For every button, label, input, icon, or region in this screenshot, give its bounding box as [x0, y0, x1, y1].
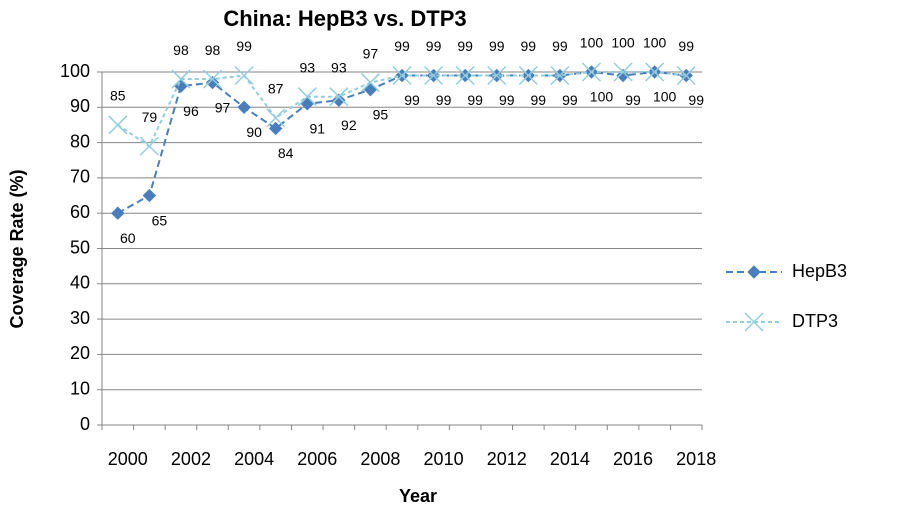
marker [455, 65, 475, 86]
x-tick-label: 2006 [297, 449, 337, 469]
y-tick-label: 50 [70, 237, 90, 257]
marker [332, 93, 346, 107]
data-label: 99 [404, 92, 420, 108]
marker [237, 100, 251, 115]
marker [518, 65, 538, 86]
legend-marker [747, 265, 761, 279]
marker [202, 69, 223, 89]
marker [111, 206, 125, 220]
marker [613, 62, 633, 82]
data-label: 79 [142, 109, 158, 125]
data-label: 100 [653, 89, 677, 105]
data-label: 95 [373, 106, 389, 122]
data-label: 99 [436, 92, 452, 108]
data-label: 99 [467, 92, 483, 108]
data-label: 85 [110, 88, 126, 104]
x-tick-label: 2004 [234, 449, 274, 469]
legend-label: HepB3 [792, 261, 847, 281]
data-label: 100 [590, 89, 614, 105]
data-label: 98 [205, 42, 221, 58]
marker [205, 75, 220, 90]
data-label: 90 [246, 124, 262, 140]
data-label: 99 [688, 92, 704, 108]
data-label: 99 [531, 92, 547, 108]
x-tick-label: 2002 [171, 449, 211, 469]
y-tick-label: 0 [80, 414, 90, 434]
data-label: 60 [120, 230, 136, 246]
data-label: 100 [611, 35, 635, 51]
marker [297, 87, 317, 107]
y-tick-label: 70 [70, 167, 90, 187]
data-label: 99 [625, 92, 641, 108]
legend-label: DTP3 [792, 311, 838, 331]
x-axis-label: Year [399, 486, 437, 506]
data-label: 91 [309, 120, 325, 136]
x-tick-label: 2018 [676, 449, 716, 469]
marker [268, 121, 283, 136]
y-tick-label: 80 [70, 131, 90, 151]
data-label: 92 [341, 117, 357, 133]
series-line [117, 71, 687, 148]
data-label: 99 [562, 92, 578, 108]
marker [234, 65, 254, 86]
marker [108, 115, 128, 135]
legend-marker [744, 312, 764, 332]
chart-title: China: HepB3 vs. DTP3 [223, 6, 466, 31]
data-label: 93 [299, 59, 315, 75]
marker [676, 65, 696, 86]
data-label: 99 [426, 38, 442, 54]
y-axis-label: Coverage Rate (%) [7, 169, 27, 328]
data-label: 84 [278, 145, 294, 161]
y-tick-label: 40 [70, 273, 90, 293]
x-tick-label: 2010 [424, 449, 464, 469]
x-tick-label: 2000 [108, 449, 148, 469]
data-label: 87 [268, 81, 284, 97]
data-label: 100 [643, 35, 667, 51]
marker [171, 69, 191, 89]
marker [424, 65, 444, 86]
data-label: 99 [457, 38, 473, 54]
data-label: 100 [580, 35, 604, 51]
data-label: 99 [678, 38, 694, 54]
marker [266, 108, 286, 128]
marker [142, 188, 157, 203]
marker [645, 62, 665, 82]
x-tick-label: 2016 [613, 449, 653, 469]
y-tick-label: 20 [70, 343, 90, 363]
marker [550, 65, 570, 86]
data-label: 97 [363, 45, 379, 61]
x-tick-label: 2014 [550, 449, 590, 469]
y-tick-label: 100 [60, 61, 90, 81]
marker [329, 87, 349, 107]
marker [487, 65, 507, 86]
y-tick-label: 90 [70, 96, 90, 116]
y-tick-label: 10 [70, 378, 90, 398]
x-tick-label: 2012 [487, 449, 527, 469]
data-label: 99 [552, 38, 568, 54]
marker [581, 62, 602, 82]
y-tick-label: 30 [70, 308, 90, 328]
data-label: 93 [331, 59, 347, 75]
data-label: 97 [215, 99, 231, 115]
marker [392, 65, 412, 86]
data-label: 99 [236, 38, 252, 54]
y-tick-label: 60 [70, 202, 90, 222]
data-label: 99 [521, 38, 537, 54]
data-label: 96 [183, 103, 199, 119]
marker [139, 136, 159, 156]
data-label: 99 [394, 38, 410, 54]
data-label: 98 [173, 42, 189, 58]
x-tick-label: 2008 [360, 449, 400, 469]
data-label: 99 [489, 38, 505, 54]
marker [360, 73, 380, 93]
marker [363, 82, 378, 97]
data-label: 99 [499, 92, 515, 108]
data-label: 65 [152, 212, 168, 228]
